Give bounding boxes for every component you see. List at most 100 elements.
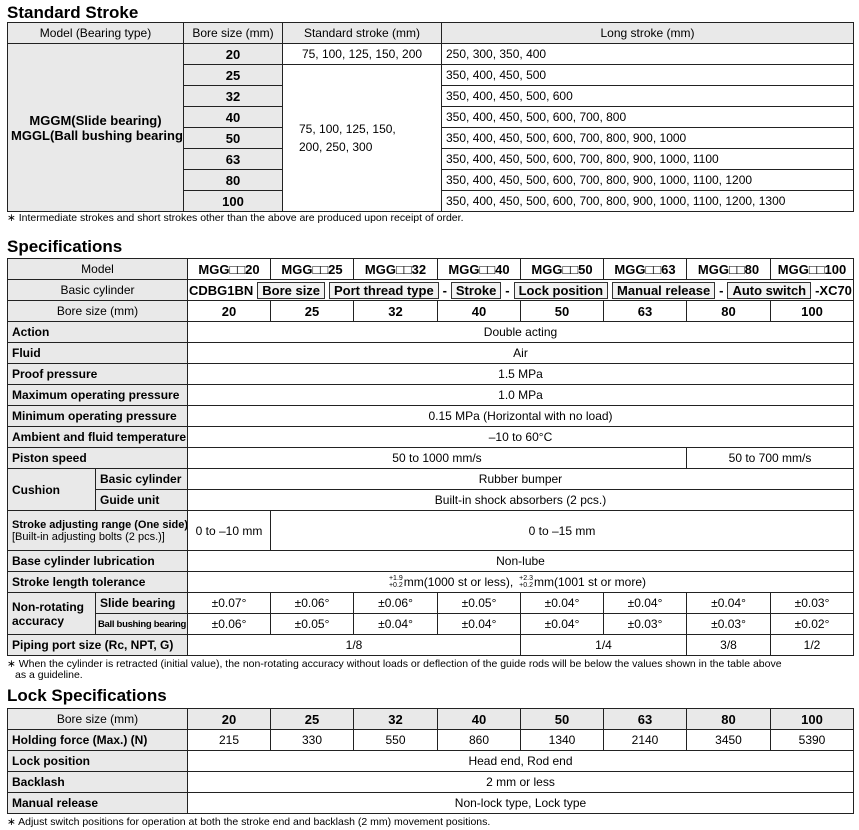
table-row: 63 350, 400, 450, 500, 600, 700, 800, 900… [8,148,854,170]
tolerance-fraction: +2.3 +0.2 [519,575,533,589]
non-rotating-row: Ball bushing bearing ±0.06° ±0.05° ±0.04° ±0… [8,613,854,635]
table-row: Ambient and fluid temperature –10 to 60°C [7,426,854,448]
stroke-adjust-row: Stroke adjusting range (One side) [Built-… [7,510,854,551]
code-box: Auto switch [727,281,812,299]
value-cell: ±0.02° [770,613,854,635]
row-label: Non-rotating accuracy [7,592,96,635]
bore-cell: 20 [187,300,271,322]
row-label: Ambient and fluid temperature [7,426,188,448]
value-cell: 0.15 MPa (Horizontal with no load) [187,405,854,427]
stroke-line: 200, 250, 300 [299,140,373,154]
column-header: Bore size (mm) [183,22,283,44]
code-text: - [505,282,510,298]
long-stroke-cell: 350, 400, 450, 500, 600, 700, 800, 900, … [441,127,854,149]
row-label: Maximum operating pressure [7,384,188,406]
bore-cell: 25 [183,64,283,86]
column-header: Long stroke (mm) [441,22,854,44]
value-cell: +1.9 +0.2 mm(1000 st or less), +2.3 +0.2 mm(1… [187,571,854,593]
row-label: Proof pressure [7,363,188,385]
code-box: Manual release [612,281,716,299]
value-cell: 860 [437,729,521,751]
long-stroke-cell: 250, 300, 350, 400 [441,43,854,65]
value-cell: ±0.03° [603,613,687,635]
bore-cell: 32 [353,300,438,322]
column-header: Standard stroke (mm) [282,22,442,44]
note-line: as a guideline. [15,669,83,681]
specifications-table: Model MGG□□20 MGG□□25 MGG□□32 MGG□□40 MGG□□50… [7,258,854,656]
bore-cell: 25 [270,300,354,322]
row-label: Piping port size (Rc, NPT, G) [7,634,188,656]
tolerance-text: mm(1000 st or less), [403,574,514,589]
bore-cell: 25 [270,708,354,730]
bore-cell: 50 [520,300,604,322]
bore-row: Bore size (mm) 20 25 32 40 50 63 80 100 [7,300,854,322]
value-cell: Non-lock type, Lock type [187,792,854,814]
value-cell: 0 to –10 mm [187,510,271,551]
label-line: Non-rotating [12,599,84,614]
bore-cell: 80 [686,300,771,322]
model-cell: MGG□□50 [520,258,604,280]
value-cell: 215 [187,729,271,751]
bore-cell: 63 [603,708,687,730]
holding-row: Holding force (Max.) (N) 215 330 550 860 1340… [7,729,854,751]
label-line: accuracy [12,613,65,628]
row-label: Base cylinder lubrication [7,550,188,572]
sub-label: Ball bushing bearing [95,613,188,635]
bore-cell: 32 [183,85,283,107]
model-cell: MGGM(Slide bearing) MGGL(Ball bushing bea… [7,43,184,212]
bore-cell: 100 [183,190,283,212]
table-row: Fluid Air [7,342,854,364]
value-cell: Air [187,342,854,364]
code-text: -XC70 [815,282,852,298]
value-cell: ±0.07° [187,592,271,614]
value-cell: 1/4 [520,634,687,656]
bore-cell: 80 [686,708,771,730]
tolerance-bound: +1.9 [388,575,403,583]
table-row: 40 350, 400, 450, 500, 600, 700, 800 [8,106,854,128]
table-row: Maximum operating pressure 1.0 MPa [7,384,854,406]
bore-cell: 32 [353,708,438,730]
code-parts: CDBG1BN Bore size Port thread type - Stroke -… [189,281,853,299]
value-cell: ±0.05° [437,592,521,614]
model-cell: MGG□□80 [686,258,771,280]
label-line: Stroke adjusting range (One side) [12,518,188,531]
row-label: Minimum operating pressure [7,405,188,427]
standard-stroke-note: ∗ Intermediate strokes and short strokes… [7,212,464,224]
long-stroke-cell: 350, 400, 450, 500, 600, 700, 800, 900, … [441,169,854,191]
value-cell: ±0.06° [187,613,271,635]
tolerance-bound: +0.2 [388,582,403,590]
bore-cell: 40 [183,106,283,128]
cushion-row: Guide unit Built-in shock absorbers (2 pc… [8,489,854,511]
model-cell: MGG□□63 [603,258,687,280]
model-row: Model MGG□□20 MGG□□25 MGG□□32 MGG□□40 MGG□□50… [7,258,854,280]
bore-cell: 20 [183,43,283,65]
table-row: Action Double acting [7,321,854,343]
value-cell: 2140 [603,729,687,751]
note-line: ∗ When the cylinder is retracted (initia… [7,658,782,670]
value-cell: 50 to 1000 mm/s [187,447,687,469]
model-cell: MGG□□32 [353,258,438,280]
value-cell: 1/8 [187,634,521,656]
table-row: Base cylinder lubrication Non-lube [7,550,854,572]
table-row: Piston speed 50 to 1000 mm/s 50 to 700 mm/… [7,447,854,469]
value-cell: ±0.03° [686,613,771,635]
row-label: Holding force (Max.) (N) [7,729,188,751]
lock-note: ∗ Adjust switch positions for operation … [7,816,491,828]
row-label: Action [7,321,188,343]
long-stroke-cell: 350, 400, 450, 500 [441,64,854,86]
long-stroke-cell: 350, 400, 450, 500, 600, 700, 800 [441,106,854,128]
value-cell: 1340 [520,729,604,751]
value-cell: 1.0 MPa [187,384,854,406]
row-label: Model [7,258,188,280]
code-box: Lock position [513,281,609,299]
code-box: Bore size [257,281,326,299]
table-row: MGGM(Slide bearing) MGGL(Ball bushing bea… [7,43,854,212]
table-row: Backlash 2 mm or less [7,771,854,793]
long-stroke-cell: 350, 400, 450, 500, 600, 700, 800, 900, … [441,148,854,170]
table-row: Lock position Head end, Rod end [7,750,854,772]
model-cell: MGG□□100 [770,258,854,280]
value-cell: 1/2 [770,634,854,656]
basic-cylinder-code: CDBG1BN Bore size Port thread type - Stroke -… [187,279,854,301]
tolerance-row: Stroke length tolerance +1.9 +0.2 mm(1000 s… [7,571,854,593]
value-cell: ±0.04° [686,592,771,614]
